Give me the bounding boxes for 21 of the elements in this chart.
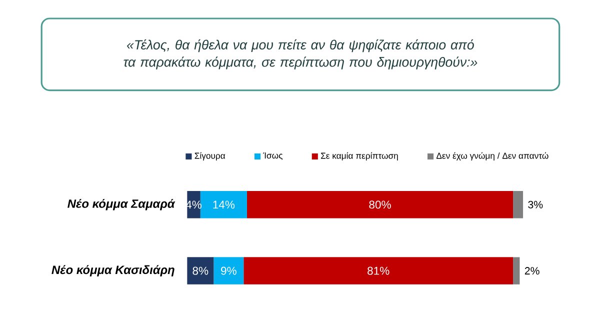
- y-tick-label: Νέο κόμμα Σαμαρά: [68, 198, 176, 210]
- bar: [513, 191, 524, 218]
- bar: [513, 257, 520, 284]
- data-label: 14%: [213, 200, 235, 209]
- bar: [200, 191, 247, 218]
- legend-label: Σε καμία περίπτωση: [321, 152, 398, 160]
- bar: [214, 257, 244, 284]
- legend-label: Σίγουρα: [194, 152, 226, 160]
- data-label: 80%: [369, 200, 391, 209]
- bar: [246, 191, 514, 218]
- data-label: 3%: [528, 200, 543, 208]
- y-tick-label: Νέο κόμμα Κασιδιάρη: [52, 265, 174, 276]
- legend-label: Ίσως: [263, 152, 282, 160]
- data-label: 8%: [192, 266, 208, 275]
- bar: [244, 257, 514, 284]
- chart-title: «Τέλος, θα ήθελα να μου πείτε αν θα ψηφίζατε κάποιο από τα παρακάτω κόμματα, σε περίπτωση που δημιουργηθούν:»: [124, 39, 478, 70]
- data-label: 81%: [368, 266, 390, 275]
- data-label: 2%: [524, 267, 540, 274]
- bar: [187, 257, 214, 284]
- legend-label: Δεν έχω γνώμη / Δεν απαντώ: [436, 152, 548, 160]
- data-label: 9%: [221, 266, 236, 275]
